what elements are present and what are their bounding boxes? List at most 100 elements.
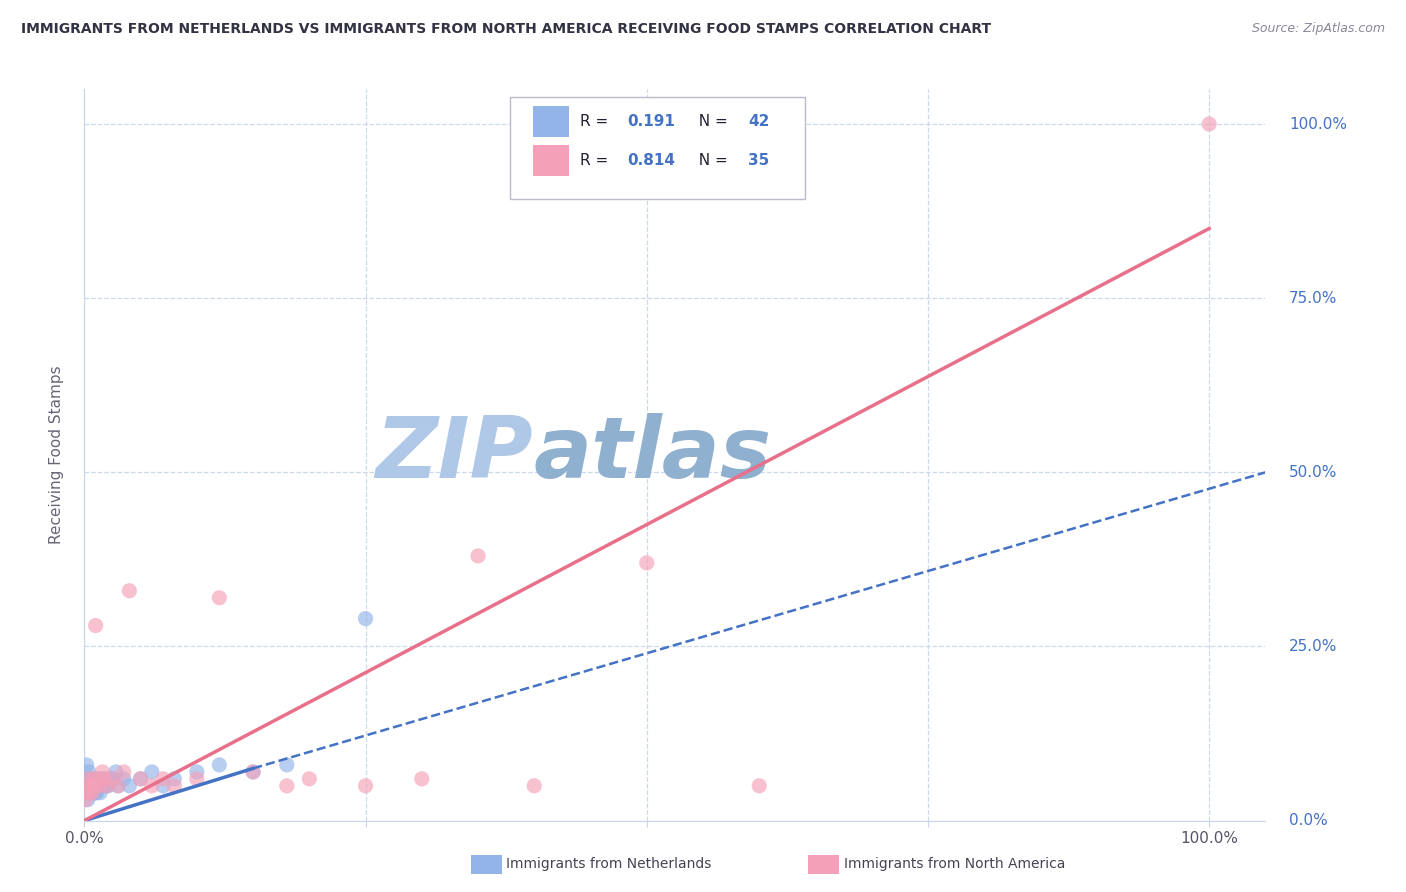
- FancyBboxPatch shape: [509, 96, 804, 199]
- Point: [77, 786, 100, 800]
- Text: 25.0%: 25.0%: [1289, 639, 1337, 654]
- Point: [77, 779, 100, 793]
- Point: [112, 772, 135, 786]
- Text: Immigrants from North America: Immigrants from North America: [844, 857, 1064, 871]
- Point: [97, 779, 120, 793]
- Point: [89, 786, 111, 800]
- Text: atlas: atlas: [533, 413, 772, 497]
- Point: [208, 591, 231, 605]
- Text: R =: R =: [581, 114, 613, 129]
- Point: [82, 779, 104, 793]
- Bar: [533, 145, 568, 176]
- Point: [242, 764, 264, 779]
- Text: N =: N =: [689, 153, 733, 168]
- Point: [76, 772, 98, 786]
- Text: 35: 35: [748, 153, 769, 168]
- Bar: [533, 106, 568, 137]
- Point: [91, 779, 114, 793]
- Point: [208, 758, 231, 772]
- Text: IMMIGRANTS FROM NETHERLANDS VS IMMIGRANTS FROM NORTH AMERICA RECEIVING FOOD STAM: IMMIGRANTS FROM NETHERLANDS VS IMMIGRANT…: [21, 22, 991, 37]
- Point: [186, 772, 208, 786]
- Point: [77, 764, 100, 779]
- Point: [107, 779, 129, 793]
- Point: [76, 758, 98, 772]
- Point: [636, 556, 658, 570]
- Text: 0.0%: 0.0%: [1289, 814, 1327, 828]
- Point: [82, 772, 104, 786]
- Text: 50.0%: 50.0%: [1289, 465, 1337, 480]
- Point: [118, 779, 141, 793]
- Point: [82, 772, 104, 786]
- Point: [748, 779, 770, 793]
- Point: [75, 786, 97, 800]
- Point: [467, 549, 489, 563]
- Point: [98, 772, 121, 786]
- Point: [80, 779, 103, 793]
- Point: [83, 786, 105, 800]
- Point: [91, 764, 114, 779]
- Point: [163, 772, 186, 786]
- Text: Immigrants from Netherlands: Immigrants from Netherlands: [506, 857, 711, 871]
- Point: [87, 772, 110, 786]
- Point: [354, 779, 377, 793]
- Point: [79, 786, 101, 800]
- Text: R =: R =: [581, 153, 613, 168]
- Point: [242, 764, 264, 779]
- Point: [129, 772, 152, 786]
- Point: [411, 772, 433, 786]
- Point: [523, 779, 546, 793]
- Point: [83, 786, 105, 800]
- Point: [152, 779, 174, 793]
- Point: [89, 779, 111, 793]
- Point: [163, 779, 186, 793]
- Point: [86, 786, 108, 800]
- Text: 0.191: 0.191: [627, 114, 675, 129]
- Point: [101, 772, 124, 786]
- Point: [93, 772, 115, 786]
- Point: [101, 772, 124, 786]
- Point: [84, 779, 107, 793]
- Point: [96, 779, 118, 793]
- Point: [87, 779, 110, 793]
- Point: [83, 779, 105, 793]
- Text: 42: 42: [748, 114, 769, 129]
- Point: [79, 772, 101, 786]
- Text: 75.0%: 75.0%: [1289, 291, 1337, 306]
- Point: [152, 772, 174, 786]
- Point: [141, 764, 163, 779]
- Point: [76, 779, 98, 793]
- Point: [96, 779, 118, 793]
- Point: [76, 786, 98, 800]
- Point: [276, 758, 298, 772]
- Point: [298, 772, 321, 786]
- Point: [107, 779, 129, 793]
- Point: [80, 779, 103, 793]
- Point: [118, 583, 141, 598]
- Point: [84, 618, 107, 632]
- Point: [276, 779, 298, 793]
- Point: [90, 772, 112, 786]
- Point: [104, 764, 127, 779]
- Point: [75, 793, 97, 807]
- Point: [76, 793, 98, 807]
- Text: N =: N =: [689, 114, 733, 129]
- Point: [1198, 117, 1220, 131]
- Point: [186, 764, 208, 779]
- Text: Source: ZipAtlas.com: Source: ZipAtlas.com: [1251, 22, 1385, 36]
- Point: [80, 786, 103, 800]
- Text: 0.814: 0.814: [627, 153, 676, 168]
- Text: ZIP: ZIP: [375, 413, 533, 497]
- Point: [141, 779, 163, 793]
- Point: [82, 786, 104, 800]
- Point: [129, 772, 152, 786]
- Point: [93, 779, 115, 793]
- Point: [112, 764, 135, 779]
- Text: 100.0%: 100.0%: [1289, 117, 1347, 131]
- Point: [87, 772, 110, 786]
- Point: [76, 772, 98, 786]
- Point: [79, 779, 101, 793]
- Point: [354, 612, 377, 626]
- Point: [94, 772, 117, 786]
- Y-axis label: Receiving Food Stamps: Receiving Food Stamps: [49, 366, 63, 544]
- Point: [82, 786, 104, 800]
